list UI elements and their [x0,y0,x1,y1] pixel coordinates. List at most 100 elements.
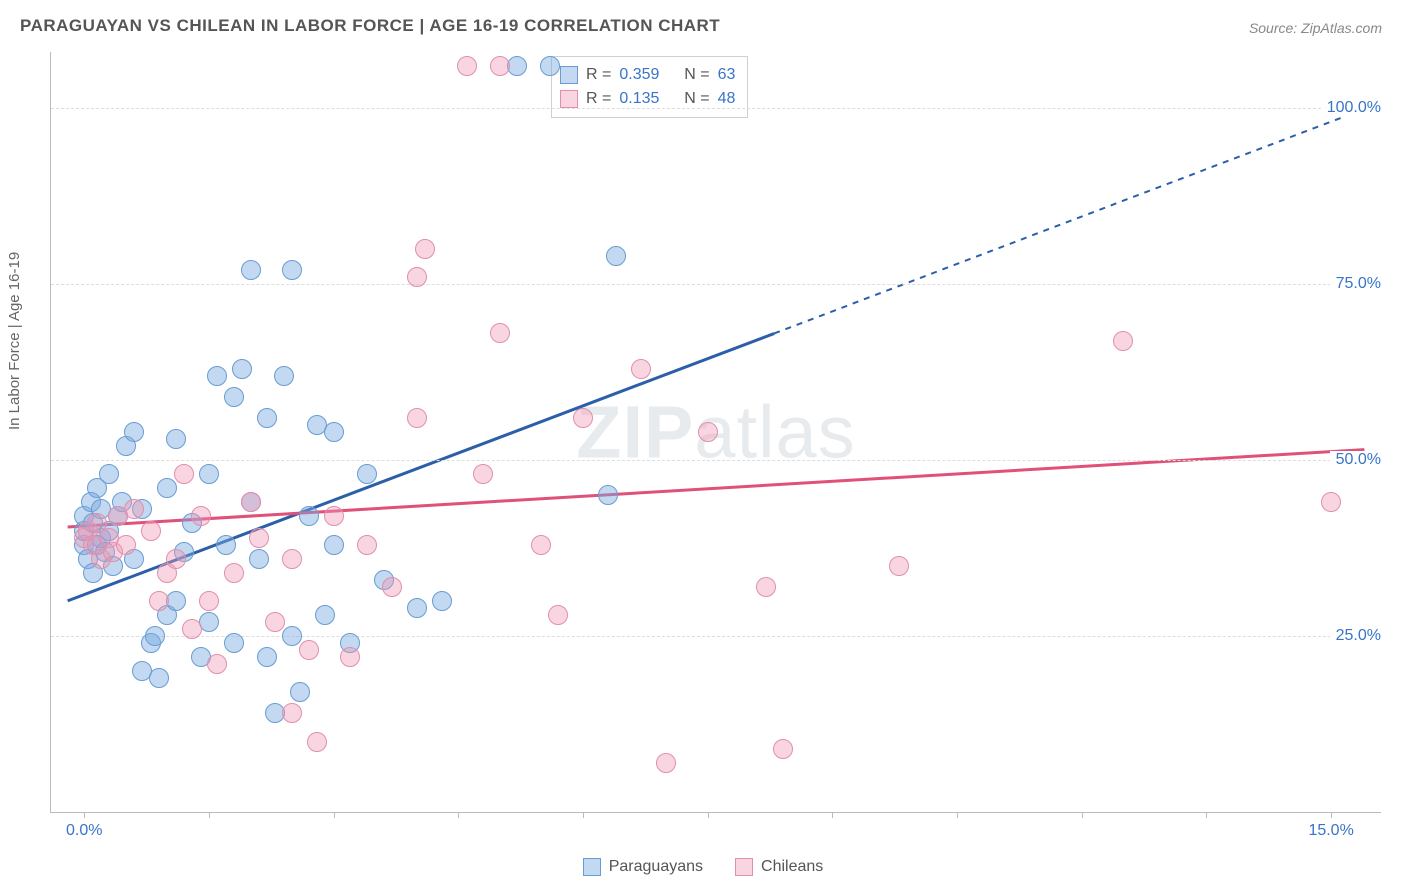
legend-R-label: R = [586,63,611,87]
data-point [889,556,909,576]
data-point [340,647,360,667]
data-point [415,239,435,259]
x-tick-label: 0.0% [66,822,102,840]
data-point [324,535,344,555]
data-point [174,464,194,484]
data-point [1321,492,1341,512]
x-tick-label: 15.0% [1308,822,1353,840]
series-legend-item-0: Paraguayans [583,858,703,876]
data-point [265,612,285,632]
data-point [407,408,427,428]
x-tick [84,812,85,818]
series-name-0: Paraguayans [609,858,703,876]
data-point [299,506,319,526]
gridline [51,284,1381,285]
data-point [224,387,244,407]
data-point [199,464,219,484]
series-legend-item-1: Chileans [735,858,823,876]
data-point [606,246,626,266]
data-point [249,528,269,548]
y-tick-label: 50.0% [1330,451,1381,469]
data-point [290,682,310,702]
legend-row-paraguayans: R = 0.359 N = 63 [560,63,735,87]
swatch-chileans [735,858,753,876]
data-point [141,521,161,541]
x-tick [957,812,958,818]
data-point [1113,331,1133,351]
data-point [548,605,568,625]
data-point [182,619,202,639]
data-point [531,535,551,555]
data-point [656,753,676,773]
x-tick [1082,812,1083,818]
data-point [315,605,335,625]
data-point [698,422,718,442]
data-point [199,591,219,611]
data-point [282,626,302,646]
data-point [274,366,294,386]
data-point [166,549,186,569]
legend-N-value-0: 63 [718,63,736,87]
data-point [257,408,277,428]
data-point [324,422,344,442]
data-point [773,739,793,759]
data-point [432,591,452,611]
x-tick [583,812,584,818]
data-point [224,633,244,653]
data-point [490,56,510,76]
data-point [124,499,144,519]
y-axis-label: In Labor Force | Age 16-19 [6,252,23,430]
legend-R-value-0: 0.359 [619,63,659,87]
data-point [257,647,277,667]
x-tick [1206,812,1207,818]
data-point [540,56,560,76]
data-point [166,429,186,449]
x-tick [209,812,210,818]
data-point [282,549,302,569]
x-tick [832,812,833,818]
x-tick [708,812,709,818]
data-point [249,549,269,569]
data-point [207,654,227,674]
gridline [51,460,1381,461]
data-point [573,408,593,428]
data-point [241,492,261,512]
data-point [407,267,427,287]
swatch-chileans [560,90,578,108]
data-point [216,535,236,555]
data-point [307,732,327,752]
data-point [145,626,165,646]
y-tick-label: 100.0% [1321,99,1381,117]
data-point [149,668,169,688]
series-name-1: Chileans [761,858,823,876]
data-point [224,563,244,583]
data-point [116,535,136,555]
series-legend: Paraguayans Chileans [0,858,1406,876]
data-point [324,506,344,526]
data-point [157,478,177,498]
data-point [149,591,169,611]
y-tick-label: 25.0% [1330,627,1381,645]
x-tick [334,812,335,818]
gridline [51,636,1381,637]
data-point [207,366,227,386]
data-point [598,485,618,505]
data-point [407,598,427,618]
data-point [357,464,377,484]
data-point [124,422,144,442]
data-point [490,323,510,343]
swatch-paraguayans [583,858,601,876]
data-point [357,535,377,555]
data-point [382,577,402,597]
chart-title: PARAGUAYAN VS CHILEAN IN LABOR FORCE | A… [20,16,720,36]
y-tick-label: 75.0% [1330,275,1381,293]
data-point [282,260,302,280]
swatch-paraguayans [560,66,578,84]
data-point [191,506,211,526]
x-tick [458,812,459,818]
data-point [473,464,493,484]
gridline [51,108,1381,109]
data-point [631,359,651,379]
data-point [457,56,477,76]
source-attribution: Source: ZipAtlas.com [1249,20,1382,36]
